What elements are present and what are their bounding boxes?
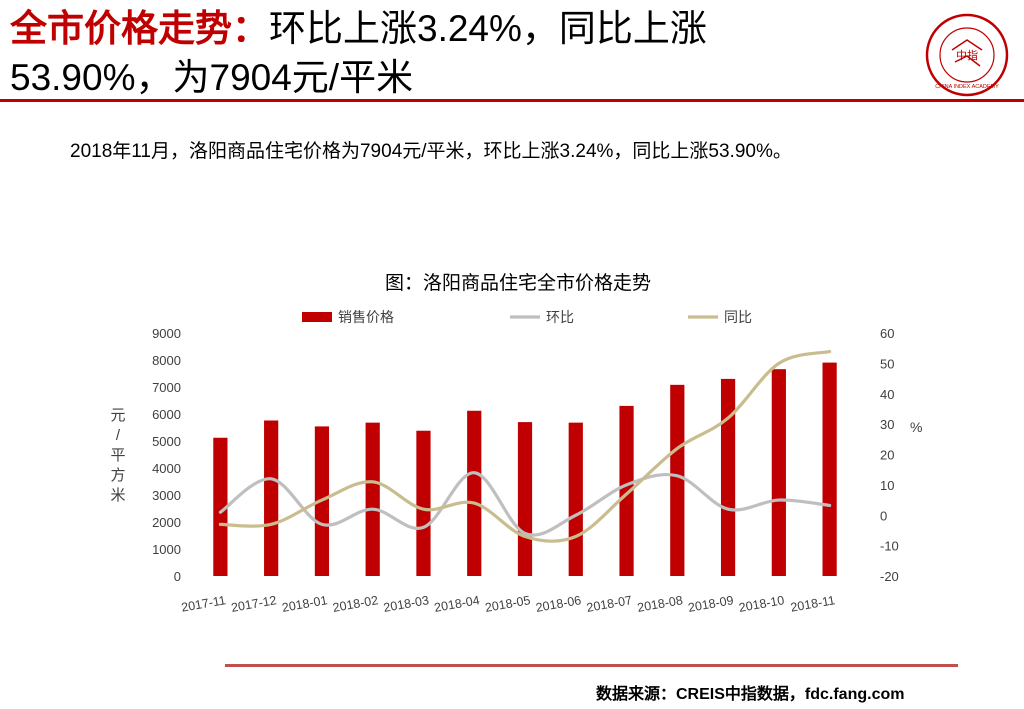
x-tick-label: 2018-10 — [738, 593, 786, 615]
price-bar — [720, 378, 736, 576]
y-tick-label: 8000 — [152, 353, 181, 368]
page-title-accent: 全市价格走势： — [10, 8, 269, 49]
x-tick-label: 2017-12 — [230, 593, 278, 615]
x-tick-label: 2017-11 — [180, 593, 227, 615]
title-divider — [0, 99, 1024, 102]
x-axis-ticks: 2017-11 2017-12 2018-01 2018-02 2018-03 2018-… — [180, 593, 836, 615]
summary-text: 2018年11月，洛阳商品住宅价格为7904元/平米，环比上涨3.24%，同比上… — [70, 141, 792, 162]
x-tick-label: 2018-02 — [332, 593, 380, 615]
page-title: 全市价格走势：环比上涨3.24%，同比上涨53.90%，为7904元/平米 — [10, 4, 830, 102]
y-axis-ticks: 0 1000 2000 3000 4000 5000 6000 7000 8000 9000 — [152, 326, 181, 584]
price-bar — [416, 430, 431, 576]
y-tick-label: 6000 — [152, 407, 181, 422]
y-axis-label-char: / — [116, 427, 121, 444]
x-tick-label: 2018-08 — [636, 593, 684, 615]
price-bar — [771, 369, 786, 576]
y2-tick-label: 30 — [880, 417, 894, 432]
y-tick-label: 2000 — [152, 515, 181, 530]
y2-tick-label: 0 — [880, 508, 887, 523]
x-tick-label: 2018-01 — [281, 593, 329, 615]
y-tick-label: 5000 — [152, 434, 181, 449]
price-bar — [670, 384, 685, 576]
legend-label: 环比 — [546, 309, 574, 325]
y-axis-label-char: 米 — [110, 487, 125, 504]
y-axis-label-char: 平 — [110, 447, 125, 464]
line-mom — [218, 471, 832, 537]
y2-tick-label: -20 — [880, 569, 899, 584]
line-series — [218, 349, 832, 543]
y2-axis-label: % — [910, 419, 922, 435]
x-tick-label: 2018-09 — [687, 593, 735, 615]
logo-emblem-icon — [951, 39, 983, 67]
x-tick-label: 2018-11 — [789, 593, 836, 615]
y2-tick-label: 10 — [880, 478, 894, 493]
data-source: 数据来源：CREIS中指数据，fdc.fang.com — [596, 686, 905, 703]
y2-tick-label: 50 — [880, 356, 894, 371]
y-tick-label: 4000 — [152, 461, 181, 476]
x-tick-label: 2018-03 — [382, 593, 430, 615]
logo-inner-ring — [939, 27, 995, 83]
price-bar — [365, 422, 380, 576]
y-tick-label: 0 — [174, 569, 181, 584]
price-bar — [568, 422, 583, 576]
y2-tick-label: 40 — [880, 387, 894, 402]
line-yoy — [218, 349, 832, 543]
price-bar — [822, 362, 837, 576]
y-tick-label: 7000 — [152, 380, 181, 395]
y2-tick-label: -10 — [880, 539, 899, 554]
legend-label: 同比 — [724, 309, 752, 325]
price-bar — [264, 420, 279, 576]
chart-legend: 销售价格 环比 同比 — [302, 309, 752, 325]
y-axis-label: 元 / 平方米 — [110, 407, 125, 504]
price-bar — [467, 410, 482, 576]
legend-swatch-bar — [302, 312, 332, 322]
price-bar — [517, 422, 533, 576]
chart-title: 图：洛阳商品住宅全市价格走势 — [385, 272, 651, 294]
footer-divider — [225, 664, 958, 667]
y2-tick-label: 60 — [880, 326, 894, 341]
y-axis-label-char: 方 — [110, 467, 125, 484]
logo-outer-ring — [925, 13, 1009, 97]
x-tick-label: 2018-05 — [484, 593, 532, 615]
x-tick-label: 2018-06 — [535, 593, 583, 615]
y2-axis-ticks: -20 -10 0 10 20 30 40 50 60 — [880, 326, 899, 584]
y2-tick-label: 20 — [880, 448, 894, 463]
logo-mark: 中指 — [956, 48, 978, 62]
page-title-rest: 环比上涨3.24%，同比上涨53.90%，为7904元/平米 — [10, 8, 707, 98]
y-tick-label: 1000 — [152, 542, 181, 557]
y-tick-label: 3000 — [152, 488, 181, 503]
legend-label: 销售价格 — [338, 309, 394, 325]
x-tick-label: 2018-07 — [585, 593, 633, 615]
y-tick-label: 9000 — [152, 326, 181, 341]
price-bar — [619, 405, 634, 576]
logo: 中指 CHINA INDEX ACADEMY — [925, 13, 1009, 97]
bar-series — [213, 362, 837, 576]
logo-ring-text: CHINA INDEX ACADEMY — [935, 84, 999, 90]
y-axis-label-char: 元 — [110, 407, 125, 424]
x-tick-label: 2018-04 — [433, 593, 481, 615]
price-bar — [213, 437, 228, 576]
